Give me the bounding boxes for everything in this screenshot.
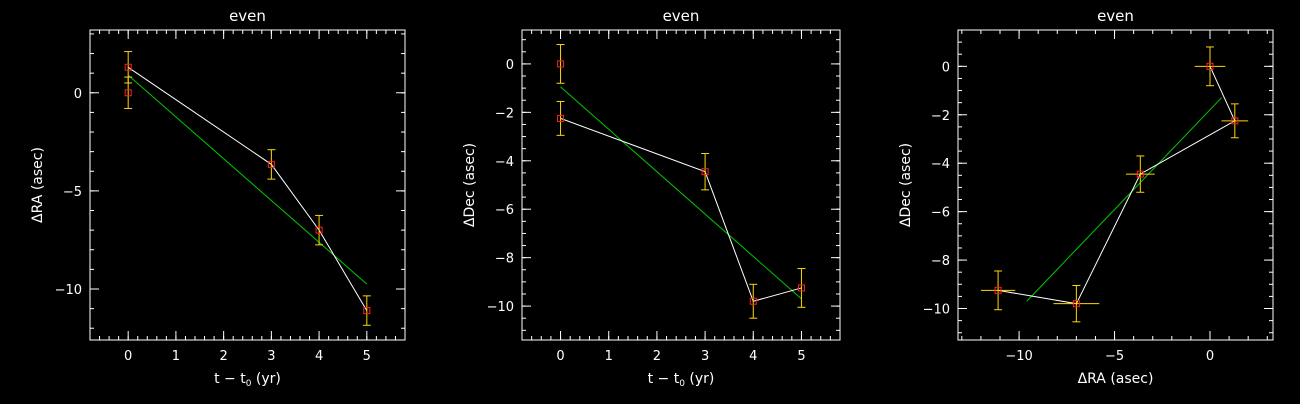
y-tick-label: −10 bbox=[487, 300, 514, 315]
x-axis-label: t − t0 (yr) bbox=[648, 371, 715, 389]
x-tick-label: 2 bbox=[653, 349, 661, 364]
data-point-marker bbox=[1072, 300, 1080, 308]
y-tick-label: 0 bbox=[942, 60, 950, 75]
y-axis-label: ΔDec (asec) bbox=[462, 143, 478, 227]
data-point-marker bbox=[749, 297, 757, 305]
y-tick-label: −10 bbox=[923, 303, 950, 318]
y-tick-label: −5 bbox=[63, 185, 82, 200]
chart-panel-1: 0 −5 −10 0 1 2 3 4 5 even t − t0 (yr) ΔRA (asec) bbox=[30, 7, 406, 389]
data-point-marker bbox=[797, 284, 805, 292]
x-axis-label: t − t0 (yr) bbox=[214, 371, 281, 389]
y-tick-label: −4 bbox=[931, 157, 950, 172]
x-tick-label: −5 bbox=[1105, 349, 1124, 364]
y-axis-label: ΔRA (asec) bbox=[30, 147, 46, 223]
x-tick-label: 3 bbox=[267, 349, 275, 364]
x-tick-label: −10 bbox=[1005, 349, 1032, 364]
y-tick-label: −8 bbox=[495, 252, 514, 267]
y-tick-label: −8 bbox=[931, 254, 950, 269]
y-tick-label: −6 bbox=[931, 206, 950, 221]
plot-frame bbox=[957, 29, 1274, 341]
data-point-marker bbox=[124, 63, 132, 71]
y-tick-label: −4 bbox=[495, 155, 514, 170]
y-tick-label: −6 bbox=[495, 203, 514, 218]
fit-line bbox=[127, 74, 368, 285]
data-point-marker bbox=[557, 60, 565, 68]
chart-panel-2: 0 −2 −4 −6 −8 −10 0 1 2 3 4 5 even t − t0 (yr) ΔDec (a… bbox=[462, 7, 841, 389]
data-point-marker bbox=[363, 307, 371, 315]
x-tick-label: 1 bbox=[605, 349, 613, 364]
x-tick-label: 0 bbox=[1206, 349, 1214, 364]
chart-title: even bbox=[1097, 7, 1134, 25]
y-tick-label: −2 bbox=[931, 109, 950, 124]
x-tick-label: 2 bbox=[219, 349, 227, 364]
fit-line bbox=[1026, 97, 1222, 302]
x-tick-label: 4 bbox=[749, 349, 757, 364]
fit-line bbox=[560, 86, 802, 300]
data-path bbox=[127, 66, 368, 311]
data-point-marker bbox=[1206, 62, 1214, 70]
x-tick-label: 3 bbox=[701, 349, 709, 364]
data-path bbox=[998, 66, 1236, 305]
plot-frame bbox=[89, 29, 406, 341]
y-tick-label: 0 bbox=[506, 58, 514, 73]
x-axis-label: ΔRA (asec) bbox=[1078, 371, 1154, 387]
data-path bbox=[560, 117, 802, 302]
chart-title: even bbox=[663, 7, 700, 25]
x-tick-label: 5 bbox=[363, 349, 371, 364]
data-point-marker bbox=[267, 160, 275, 168]
y-axis-label: ΔDec (asec) bbox=[898, 143, 914, 227]
data-point-marker bbox=[124, 89, 132, 97]
x-tick-label: 4 bbox=[315, 349, 323, 364]
chart-title: even bbox=[229, 7, 266, 25]
plot-frame bbox=[521, 29, 841, 341]
data-point-marker bbox=[1136, 170, 1144, 178]
x-tick-label: 1 bbox=[172, 349, 180, 364]
data-point-marker bbox=[1231, 117, 1239, 125]
data-point-marker bbox=[315, 226, 323, 234]
data-point-marker bbox=[701, 168, 709, 176]
y-tick-label: 0 bbox=[74, 87, 82, 102]
y-tick-label: −2 bbox=[495, 106, 514, 121]
x-tick-label: 5 bbox=[797, 349, 805, 364]
chart-panel-3: 0 −2 −4 −6 −8 −10 −10 −5 0 even ΔRA (asec) ΔDec (as… bbox=[898, 7, 1274, 387]
x-tick-label: 0 bbox=[556, 349, 564, 364]
x-tick-label: 0 bbox=[124, 349, 132, 364]
y-tick-label: −10 bbox=[55, 283, 82, 298]
data-point-marker bbox=[557, 114, 565, 122]
data-point-marker bbox=[994, 286, 1002, 294]
